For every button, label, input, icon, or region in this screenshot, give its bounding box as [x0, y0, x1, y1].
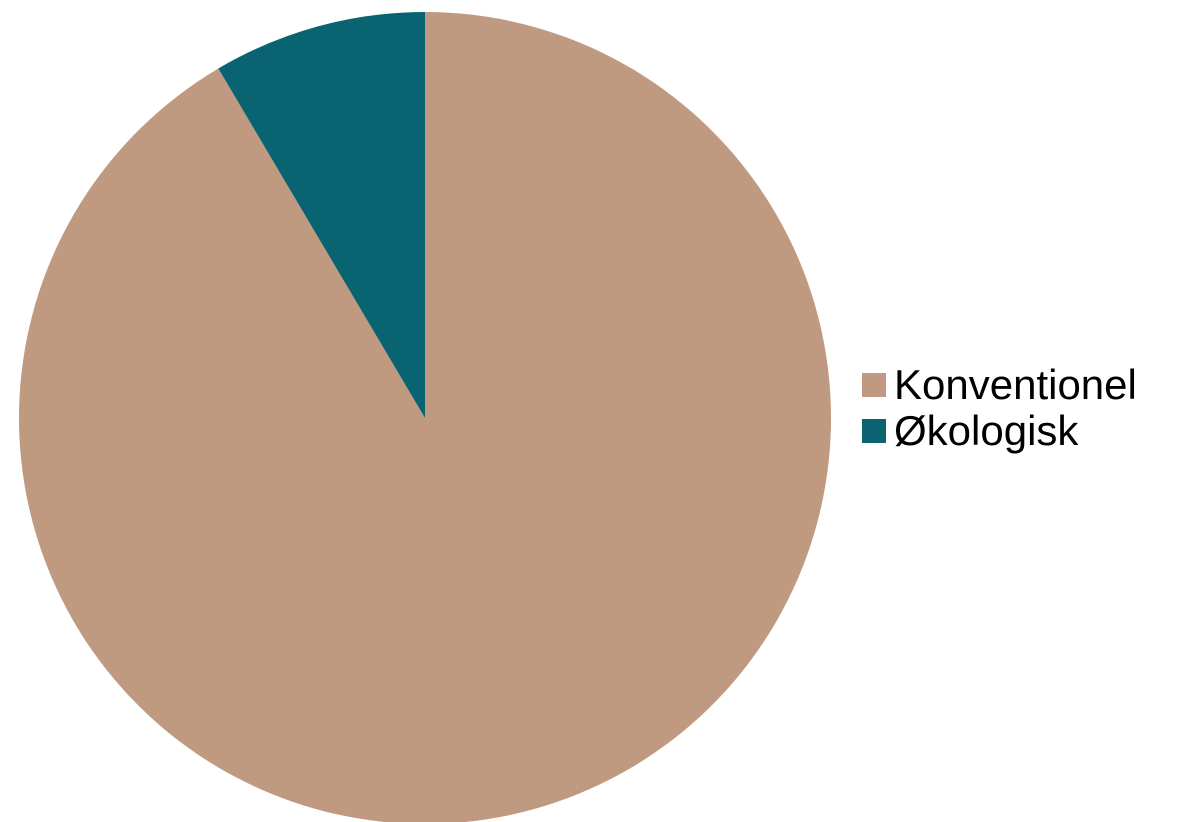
- pie-slice-konventionel: [19, 12, 831, 822]
- legend-label-konventionel: Konventionel: [894, 361, 1137, 408]
- legend: Konventionel Økologisk: [862, 362, 1137, 454]
- legend-label-okologisk: Økologisk: [894, 407, 1079, 454]
- legend-swatch-konventionel: [862, 373, 886, 397]
- legend-item-okologisk: Økologisk: [862, 408, 1137, 454]
- legend-swatch-okologisk: [862, 419, 886, 443]
- pie-slice-okologisk: [218, 12, 425, 418]
- legend-item-konventionel: Konventionel: [862, 362, 1137, 408]
